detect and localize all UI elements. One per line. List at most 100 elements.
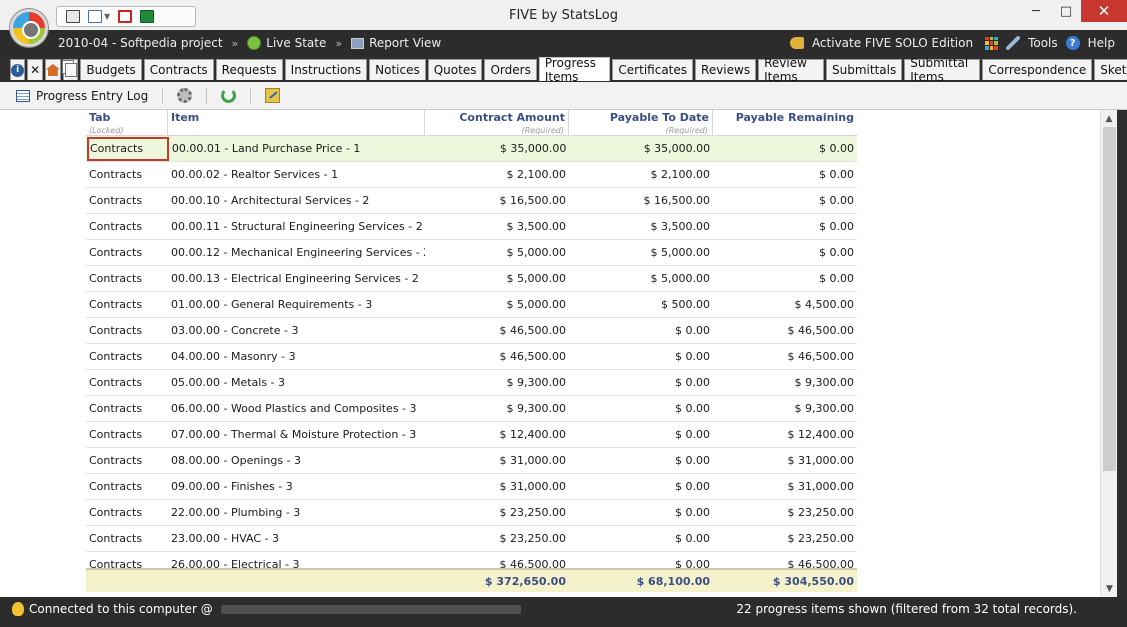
cell-tab[interactable]: Contracts [89, 220, 143, 233]
cell-payable-remaining[interactable]: $ 46,500.00 [787, 350, 854, 363]
column-header-payable-to-date[interactable]: Payable To Date (Required) [569, 110, 713, 135]
cell-payable-remaining[interactable]: $ 12,400.00 [787, 428, 854, 441]
table-row[interactable]: Contracts 01.00.00 - General Requirements… [86, 292, 857, 318]
cell-contract-amount[interactable]: $ 31,000.00 [499, 454, 566, 467]
cell-tab[interactable]: Contracts [89, 428, 143, 441]
cell-payable-remaining[interactable]: $ 31,000.00 [787, 480, 854, 493]
breadcrumb-state[interactable]: Live State [247, 30, 326, 56]
refresh-icon[interactable] [221, 88, 237, 103]
tab-instructions[interactable]: Instructions [284, 59, 368, 80]
cell-item[interactable]: 00.00.12 - Mechanical Engineering Servic… [171, 246, 425, 259]
edit-icon[interactable] [265, 88, 281, 103]
cell-contract-amount[interactable]: $ 9,300.00 [506, 402, 566, 415]
table-row[interactable]: Contracts 26.00.00 - Electrical - 3 $ 46,5… [86, 552, 857, 568]
gear-icon[interactable] [177, 88, 193, 103]
email-dropdown-arrow-icon[interactable]: ▼ [104, 12, 111, 21]
cell-payable-to-date[interactable]: $ 0.00 [675, 428, 710, 441]
table-row[interactable]: Contracts 07.00.00 - Thermal & Moisture P… [86, 422, 857, 448]
tab-orders[interactable]: Orders [484, 59, 537, 80]
cell-payable-to-date[interactable]: $ 0.00 [675, 350, 710, 363]
cell-contract-amount[interactable]: $ 31,000.00 [499, 480, 566, 493]
cell-tab[interactable]: Contracts [89, 454, 143, 467]
column-header-tab[interactable]: Tab (Locked) [86, 110, 168, 135]
cell-payable-remaining[interactable]: $ 9,300.00 [794, 402, 854, 415]
cell-payable-to-date[interactable]: $ 0.00 [675, 532, 710, 545]
cell-payable-remaining[interactable]: $ 23,250.00 [787, 532, 854, 545]
apps-grid-icon[interactable] [985, 36, 999, 50]
scroll-up-arrow-icon[interactable]: ▲ [1105, 113, 1113, 124]
cell-tab[interactable]: Contracts [89, 272, 143, 285]
cell-payable-remaining[interactable]: $ 0.00 [819, 246, 854, 259]
progress-entry-log-button[interactable]: Progress Entry Log [36, 88, 149, 103]
info-tab-button[interactable]: i [10, 59, 26, 80]
cell-contract-amount[interactable]: $ 5,000.00 [506, 298, 566, 311]
table-row[interactable]: Contracts 00.00.12 - Mechanical Engineeri… [86, 240, 857, 266]
tab-requests[interactable]: Requests [215, 59, 283, 80]
cell-tab[interactable]: Contracts [89, 246, 143, 259]
cell-item[interactable]: 00.00.10 - Architectural Services - 2 [171, 194, 370, 207]
copy-tab-button[interactable] [62, 59, 79, 80]
help-menu[interactable]: Help [1087, 36, 1115, 50]
cell-contract-amount[interactable]: $ 23,250.00 [499, 506, 566, 519]
cell-tab[interactable]: Contracts [89, 350, 143, 363]
scrollbar-thumb[interactable] [1103, 127, 1116, 471]
cell-tab[interactable]: Contracts [89, 532, 143, 545]
cell-payable-to-date[interactable]: $ 500.00 [661, 298, 710, 311]
cell-payable-to-date[interactable]: $ 0.00 [675, 324, 710, 337]
tab-progress-items[interactable]: Progress Items [538, 56, 611, 84]
tab-contracts[interactable]: Contracts [143, 59, 214, 80]
minimize-button[interactable]: ─ [1032, 3, 1040, 19]
cell-item[interactable]: 22.00.00 - Plumbing - 3 [171, 506, 301, 519]
breadcrumb-view[interactable]: Report View [351, 30, 441, 56]
table-row[interactable]: Contracts 23.00.00 - HVAC - 3 $ 23,250.00 $… [86, 526, 857, 552]
cell-item[interactable]: 00.00.01 - Land Purchase Price - 1 [171, 142, 361, 155]
cell-contract-amount[interactable]: $ 5,000.00 [506, 246, 566, 259]
cell-payable-remaining[interactable]: $ 0.00 [819, 194, 854, 207]
cell-item[interactable]: 03.00.00 - Concrete - 3 [171, 324, 299, 337]
tab-submittal-items[interactable]: Submittal Items [904, 56, 981, 84]
cell-item[interactable]: 09.00.00 - Finishes - 3 [171, 480, 293, 493]
cell-item[interactable]: 00.00.11 - Structural Engineering Servic… [171, 220, 423, 233]
tab-sketches[interactable]: Sketches [1094, 59, 1127, 80]
cell-payable-remaining[interactable]: $ 46,500.00 [787, 558, 854, 568]
tools-menu[interactable]: Tools [1028, 36, 1058, 50]
cell-tab[interactable]: Contracts [89, 402, 143, 415]
cell-payable-remaining[interactable]: $ 46,500.00 [787, 324, 854, 337]
column-header-item[interactable]: Item [168, 110, 425, 135]
cell-tab[interactable]: Contracts [89, 376, 143, 389]
scroll-down-arrow-icon[interactable]: ▼ [1106, 583, 1113, 594]
cell-tab[interactable]: Contracts [89, 194, 143, 207]
tab-budgets[interactable]: Budgets [80, 59, 142, 80]
pdf-icon[interactable] [118, 10, 133, 23]
table-row[interactable]: Contracts 04.00.00 - Masonry - 3 $ 46,500.… [86, 344, 857, 370]
cell-contract-amount[interactable]: $ 16,500.00 [499, 194, 566, 207]
tab-certificates[interactable]: Certificates [612, 59, 694, 80]
tab-quotes[interactable]: Quotes [427, 59, 483, 80]
cell-tab[interactable]: Contracts [89, 298, 143, 311]
cell-contract-amount[interactable]: $ 46,500.00 [499, 324, 566, 337]
vertical-scrollbar[interactable]: ▲ ▼ [1100, 110, 1117, 597]
cell-tab[interactable]: Contracts [89, 480, 143, 493]
tab-review-items[interactable]: Review Items [758, 56, 825, 84]
cell-tab[interactable]: Contracts [89, 558, 143, 568]
table-row[interactable]: Contracts 09.00.00 - Finishes - 3 $ 31,000… [86, 474, 857, 500]
cell-payable-remaining[interactable]: $ 0.00 [819, 272, 854, 285]
table-row[interactable]: Contracts 22.00.00 - Plumbing - 3 $ 23,250… [86, 500, 857, 526]
cell-item[interactable]: 08.00.00 - Openings - 3 [171, 454, 302, 467]
tab-notices[interactable]: Notices [369, 59, 426, 80]
cell-item[interactable]: 26.00.00 - Electrical - 3 [171, 558, 300, 568]
tab-reviews[interactable]: Reviews [695, 59, 757, 80]
cell-contract-amount[interactable]: $ 46,500.00 [499, 350, 566, 363]
table-row[interactable]: Contracts 06.00.00 - Wood Plastics and Co… [86, 396, 857, 422]
cell-tab[interactable]: Contracts [89, 324, 143, 337]
cell-item[interactable]: 00.00.13 - Electrical Engineering Servic… [171, 272, 419, 285]
table-row[interactable]: Contracts 00.00.13 - Electrical Engineeri… [86, 266, 857, 292]
table-row[interactable]: Contracts 00.00.02 - Realtor Services - 1… [86, 162, 857, 188]
close-tab-button[interactable]: ✕ [27, 59, 43, 80]
app-logo-orb[interactable] [10, 9, 48, 47]
cell-item[interactable]: 04.00.00 - Masonry - 3 [171, 350, 296, 363]
cell-item[interactable]: 23.00.00 - HVAC - 3 [171, 532, 280, 545]
home-tab-button[interactable] [44, 59, 61, 80]
cell-item[interactable]: 01.00.00 - General Requirements - 3 [171, 298, 373, 311]
cell-payable-to-date[interactable]: $ 0.00 [675, 480, 710, 493]
